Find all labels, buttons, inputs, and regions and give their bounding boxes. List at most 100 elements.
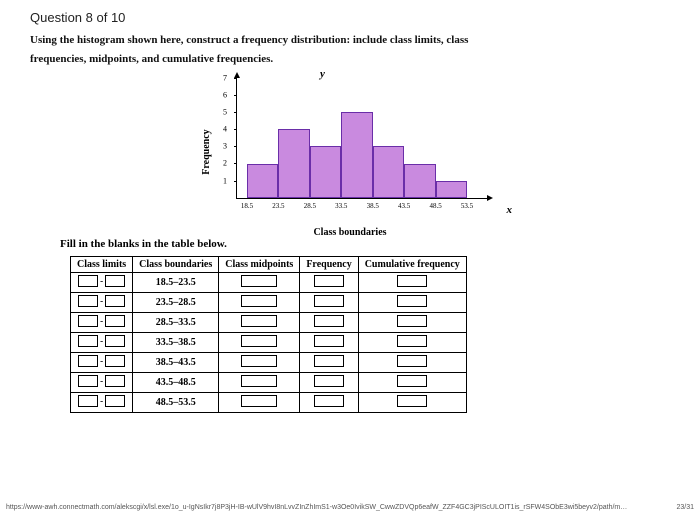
blank-input[interactable] [314, 275, 344, 287]
ytick-mark [234, 146, 237, 147]
ytick-label: 2 [223, 159, 227, 168]
ytick-label: 4 [223, 125, 227, 134]
ytick-mark [234, 181, 237, 182]
cell-class-boundaries: 48.5–53.5 [133, 392, 219, 412]
cell-cumulative [358, 292, 466, 312]
blank-input[interactable] [78, 355, 98, 367]
blank-input[interactable] [241, 275, 277, 287]
blank-input[interactable] [78, 375, 98, 387]
col-frequency: Frequency [300, 256, 358, 272]
blank-input[interactable] [78, 315, 98, 327]
question-number: Question 8 of 10 [30, 10, 670, 25]
ytick-mark [234, 163, 237, 164]
histogram-chart: y Frequency 123456718.523.528.533.538.54… [190, 72, 510, 232]
blank-input[interactable] [105, 315, 125, 327]
y-axis-label: Frequency [201, 129, 212, 174]
xtick-label: 18.5 [241, 202, 253, 210]
blank-input[interactable] [241, 395, 277, 407]
histogram-bar [404, 164, 435, 198]
ytick-label: 6 [223, 90, 227, 99]
blank-input[interactable] [314, 375, 344, 387]
ytick-label: 3 [223, 142, 227, 151]
blank-input[interactable] [314, 295, 344, 307]
xtick-label: 53.5 [461, 202, 473, 210]
x-axis-label: Class boundaries [313, 227, 386, 238]
cell-cumulative [358, 372, 466, 392]
dash: - [100, 396, 103, 406]
blank-input[interactable] [241, 355, 277, 367]
ytick-mark [234, 129, 237, 130]
blank-input[interactable] [241, 315, 277, 327]
dash: - [100, 356, 103, 366]
cell-midpoint [219, 272, 300, 292]
cell-cumulative [358, 392, 466, 412]
dash: - [100, 296, 103, 306]
xtick-label: 33.5 [335, 202, 347, 210]
table-row: -28.5–33.5 [71, 312, 467, 332]
table-row: - 48.5–53.5 [71, 392, 467, 412]
blank-input[interactable] [241, 375, 277, 387]
blank-input[interactable] [105, 355, 125, 367]
xtick-label: 38.5 [367, 202, 379, 210]
ytick-label: 5 [223, 108, 227, 117]
ytick-label: 7 [223, 73, 227, 82]
blank-input[interactable] [397, 275, 427, 287]
blank-input[interactable] [105, 275, 125, 287]
blank-input[interactable] [397, 395, 427, 407]
cell-frequency [300, 292, 358, 312]
cell-cumulative [358, 312, 466, 332]
blank-input[interactable] [314, 315, 344, 327]
blank-input[interactable] [105, 375, 125, 387]
blank-input[interactable] [397, 335, 427, 347]
ytick-mark [234, 112, 237, 113]
xtick-label: 23.5 [272, 202, 284, 210]
frequency-table-wrap: Class limits Class boundaries Class midp… [70, 256, 670, 413]
cell-class-boundaries: 18.5–23.5 [133, 272, 219, 292]
prompt-line-1: Using the histogram shown here, construc… [30, 33, 550, 48]
blank-input[interactable] [78, 335, 98, 347]
histogram-bar [278, 129, 309, 198]
col-class-boundaries: Class boundaries [133, 256, 219, 272]
cell-class-limits: - [71, 372, 133, 392]
blank-input[interactable] [78, 395, 98, 407]
xtick-label: 48.5 [429, 202, 441, 210]
blank-input[interactable] [397, 315, 427, 327]
blank-input[interactable] [397, 375, 427, 387]
table-row: -43.5–48.5 [71, 372, 467, 392]
blank-input[interactable] [397, 295, 427, 307]
dash: - [100, 316, 103, 326]
footer: https://www-awh.connectmath.com/alekscgi… [6, 504, 694, 511]
blank-input[interactable] [314, 355, 344, 367]
cell-frequency [300, 372, 358, 392]
table-row: -23.5–28.5 [71, 292, 467, 312]
blank-input[interactable] [314, 335, 344, 347]
cell-class-limits: - [71, 332, 133, 352]
cell-class-limits: - [71, 312, 133, 332]
cell-midpoint [219, 372, 300, 392]
table-body: -18.5–23.5-23.5–28.5-28.5–33.5-33.5–38.5… [71, 272, 467, 412]
blank-input[interactable] [397, 355, 427, 367]
footer-page: 23/31 [676, 504, 694, 511]
blank-input[interactable] [105, 295, 125, 307]
blank-input[interactable] [241, 295, 277, 307]
cell-cumulative [358, 352, 466, 372]
blank-input[interactable] [78, 275, 98, 287]
footer-url: https://www-awh.connectmath.com/alekscgi… [6, 504, 627, 511]
blank-input[interactable] [105, 395, 125, 407]
cell-frequency [300, 312, 358, 332]
table-row: -18.5–23.5 [71, 272, 467, 292]
ytick-mark [234, 95, 237, 96]
blank-input[interactable] [241, 335, 277, 347]
cell-midpoint [219, 312, 300, 332]
cell-frequency [300, 272, 358, 292]
blank-input[interactable] [105, 335, 125, 347]
blank-input[interactable] [314, 395, 344, 407]
cell-frequency [300, 352, 358, 372]
cell-class-limits: - [71, 272, 133, 292]
xtick-label: 28.5 [304, 202, 316, 210]
ytick-label: 1 [223, 176, 227, 185]
cell-midpoint [219, 352, 300, 372]
dash: - [100, 336, 103, 346]
x-axis-arrow [487, 195, 493, 201]
blank-input[interactable] [78, 295, 98, 307]
